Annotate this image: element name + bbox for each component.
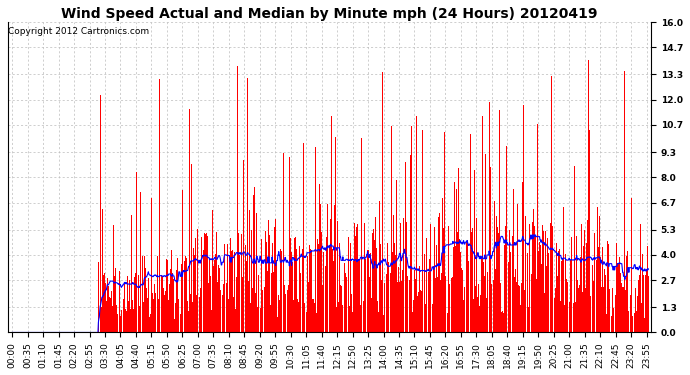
Text: Copyright 2012 Cartronics.com: Copyright 2012 Cartronics.com bbox=[8, 27, 150, 36]
Title: Wind Speed Actual and Median by Minute mph (24 Hours) 20120419: Wind Speed Actual and Median by Minute m… bbox=[61, 7, 598, 21]
